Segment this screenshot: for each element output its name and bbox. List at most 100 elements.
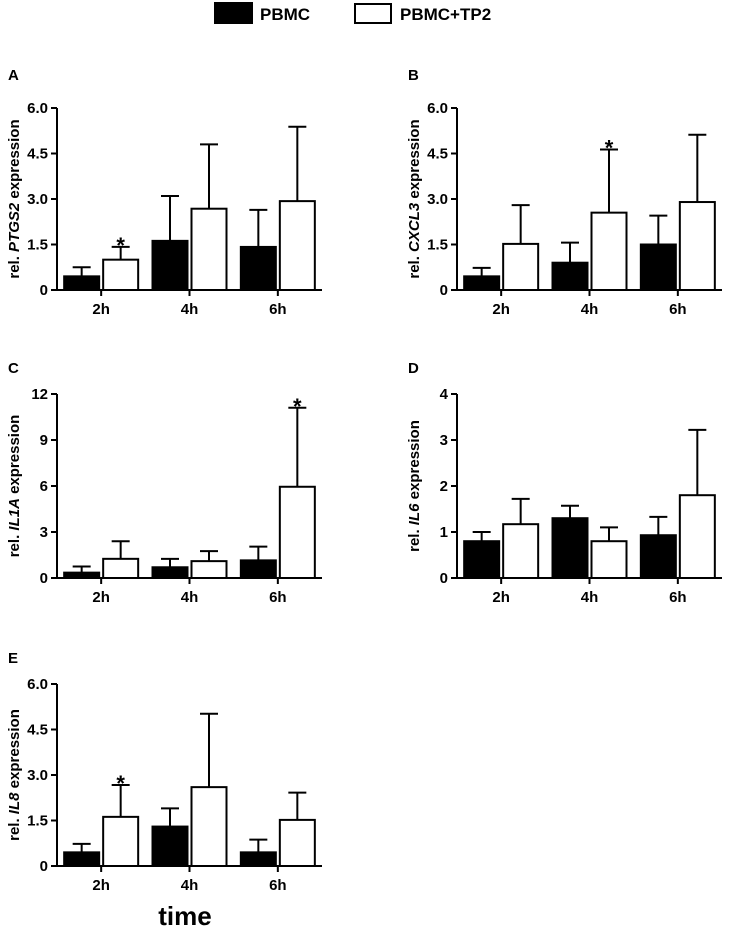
panel-c-y-tick-label: 3 (40, 524, 48, 541)
panel-b-bar-pbmc (639, 243, 677, 291)
panel-a-bar-pbmc (151, 239, 189, 291)
panel-c-letter: C (8, 360, 19, 377)
panel-a-bar-pbmc-tp2 (278, 200, 316, 291)
panel-e-y-tick-label: 4.5 (27, 722, 48, 739)
panel-d-y-axis-title-prefix: rel. (406, 525, 423, 552)
panel-a-y-axis-title-gene: PTGS2 (6, 202, 23, 252)
panel-a-x-tick-label: 2h (92, 301, 110, 318)
panel-b-letter: B (408, 67, 419, 84)
panel-e-bar-pbmc (151, 825, 189, 867)
panel-b-y-tick-label: 1.5 (427, 237, 448, 254)
panel-d-bar-pbmc (639, 534, 677, 579)
panel-b-y-axis-title: rel. CXCL3 expression (406, 119, 423, 278)
panel-d-x-tick-label: 2h (492, 589, 510, 606)
panel-a-y-tick-label: 0 (40, 282, 48, 299)
panel-d-bar-pbmc-tp2 (678, 494, 716, 580)
panel-a-letter: A (8, 67, 19, 84)
panel-c-bar-pbmc (63, 571, 101, 580)
panel-d-x-tick-label: 4h (581, 589, 599, 606)
panel-b-y-tick-label: 3.0 (427, 191, 448, 208)
panel-a-y-axis-title: rel. PTGS2 expression (6, 119, 23, 278)
panel-d-bar-pbmc-tp2 (502, 523, 540, 579)
panel-e-y-axis-title: rel. IL8 expression (6, 709, 23, 841)
panel-c-y-axis-title-gene: IL1A (6, 498, 23, 531)
panel-b-y-tick-label: 0 (440, 282, 448, 299)
panel-c-x-tick-label: 6h (269, 589, 287, 606)
panel-e-y-tick-label: 3.0 (27, 767, 48, 784)
panel-a-y-tick-label: 1.5 (27, 237, 48, 254)
panel-c-bar-pbmc-tp2 (278, 485, 316, 579)
panel-b-bar-pbmc (551, 261, 589, 292)
panel-a-y-tick-label: 3.0 (27, 191, 48, 208)
panel-e-bar-pbmc (63, 851, 101, 867)
legend-swatch-pbmc-tp2 (354, 3, 392, 24)
panel-d-y-axis-title-suffix: expression (406, 420, 423, 503)
panel-b-bar-pbmc-tp2 (590, 211, 628, 291)
panel-a-significance-star: * (116, 233, 125, 258)
panel-e-y-tick-label: 1.5 (27, 813, 48, 830)
panel-e-x-tick-label: 4h (181, 877, 199, 894)
panel-c-bar-pbmc-tp2 (102, 557, 140, 579)
panel-d-x-tick-label: 6h (669, 589, 687, 606)
panel-b-y-tick-label: 4.5 (427, 146, 448, 163)
panel-b-bar-pbmc-tp2 (678, 201, 716, 292)
panel-d-y-axis-title: rel. IL6 expression (406, 420, 423, 552)
panel-c-x-tick-label: 4h (181, 589, 199, 606)
panel-d-bar-pbmc-tp2 (590, 540, 628, 580)
legend: PBMC PBMC+TP2 (214, 2, 491, 24)
panel-d-y-tick-label: 0 (440, 570, 448, 587)
panel-d-bar-pbmc (463, 540, 501, 580)
panel-b-bar-pbmc-tp2 (502, 242, 540, 291)
panel-c-bar-pbmc-tp2 (190, 560, 228, 580)
legend-swatch-pbmc (214, 2, 253, 24)
panel-a-x-tick-label: 6h (269, 301, 287, 318)
panel-d-y-tick-label: 1 (440, 524, 448, 541)
panel-c-y-axis-title: rel. IL1A expression (6, 415, 23, 558)
panel-c-significance-star: * (293, 394, 302, 419)
panel-c-bar-pbmc (151, 566, 189, 579)
panel-e-y-axis-title-gene: IL8 (6, 792, 23, 814)
panel-b-y-axis-title-prefix: rel. (406, 252, 423, 279)
panel-d-y-axis-title-gene: IL6 (406, 503, 423, 525)
panel-e-significance-star: * (116, 771, 125, 796)
panel-a-y-axis-title-suffix: expression (6, 119, 23, 202)
panel-a-bar-pbmc-tp2 (190, 207, 228, 291)
panel-e-bar-pbmc-tp2 (278, 818, 316, 867)
panel-e-y-tick-label: 0 (40, 858, 48, 875)
panel-a-y-tick-label: 6.0 (27, 100, 48, 117)
panel-a-bar-pbmc (63, 275, 101, 292)
x-axis-title: time (158, 901, 211, 931)
panel-d-y-tick-label: 4 (440, 386, 449, 403)
panel-c-y-tick-label: 0 (40, 570, 48, 587)
panel-c-x-tick-label: 2h (92, 589, 110, 606)
panel-c-y-axis-title-prefix: rel. (6, 531, 23, 558)
panel-e-y-axis-title-prefix: rel. (6, 814, 23, 841)
panel-c-y-tick-label: 12 (31, 386, 48, 403)
panel-b-y-tick-label: 6.0 (427, 100, 448, 117)
panel-b-x-tick-label: 4h (581, 301, 599, 318)
panel-a-y-tick-label: 4.5 (27, 146, 48, 163)
panel-b-x-tick-label: 2h (492, 301, 510, 318)
panel-a-bar-pbmc (239, 245, 277, 291)
panel-b-significance-star: * (605, 136, 614, 161)
panel-b-y-axis-title-gene: CXCL3 (406, 202, 423, 252)
panel-b-bar-pbmc (463, 275, 501, 292)
panel-e-x-tick-label: 2h (92, 877, 110, 894)
panel-e-y-tick-label: 6.0 (27, 676, 48, 693)
panel-e-letter: E (8, 650, 18, 667)
panel-e-y-axis-title-suffix: expression (6, 709, 23, 792)
panel-d-y-tick-label: 2 (440, 478, 448, 495)
legend-label-pbmc-tp2: PBMC+TP2 (400, 5, 491, 24)
panel-d-letter: D (408, 360, 419, 377)
panel-a-x-tick-label: 4h (181, 301, 199, 318)
panel-c-bar-pbmc (239, 559, 277, 579)
panel-e-x-tick-label: 6h (269, 877, 287, 894)
panel-c-y-axis-title-suffix: expression (6, 415, 23, 498)
